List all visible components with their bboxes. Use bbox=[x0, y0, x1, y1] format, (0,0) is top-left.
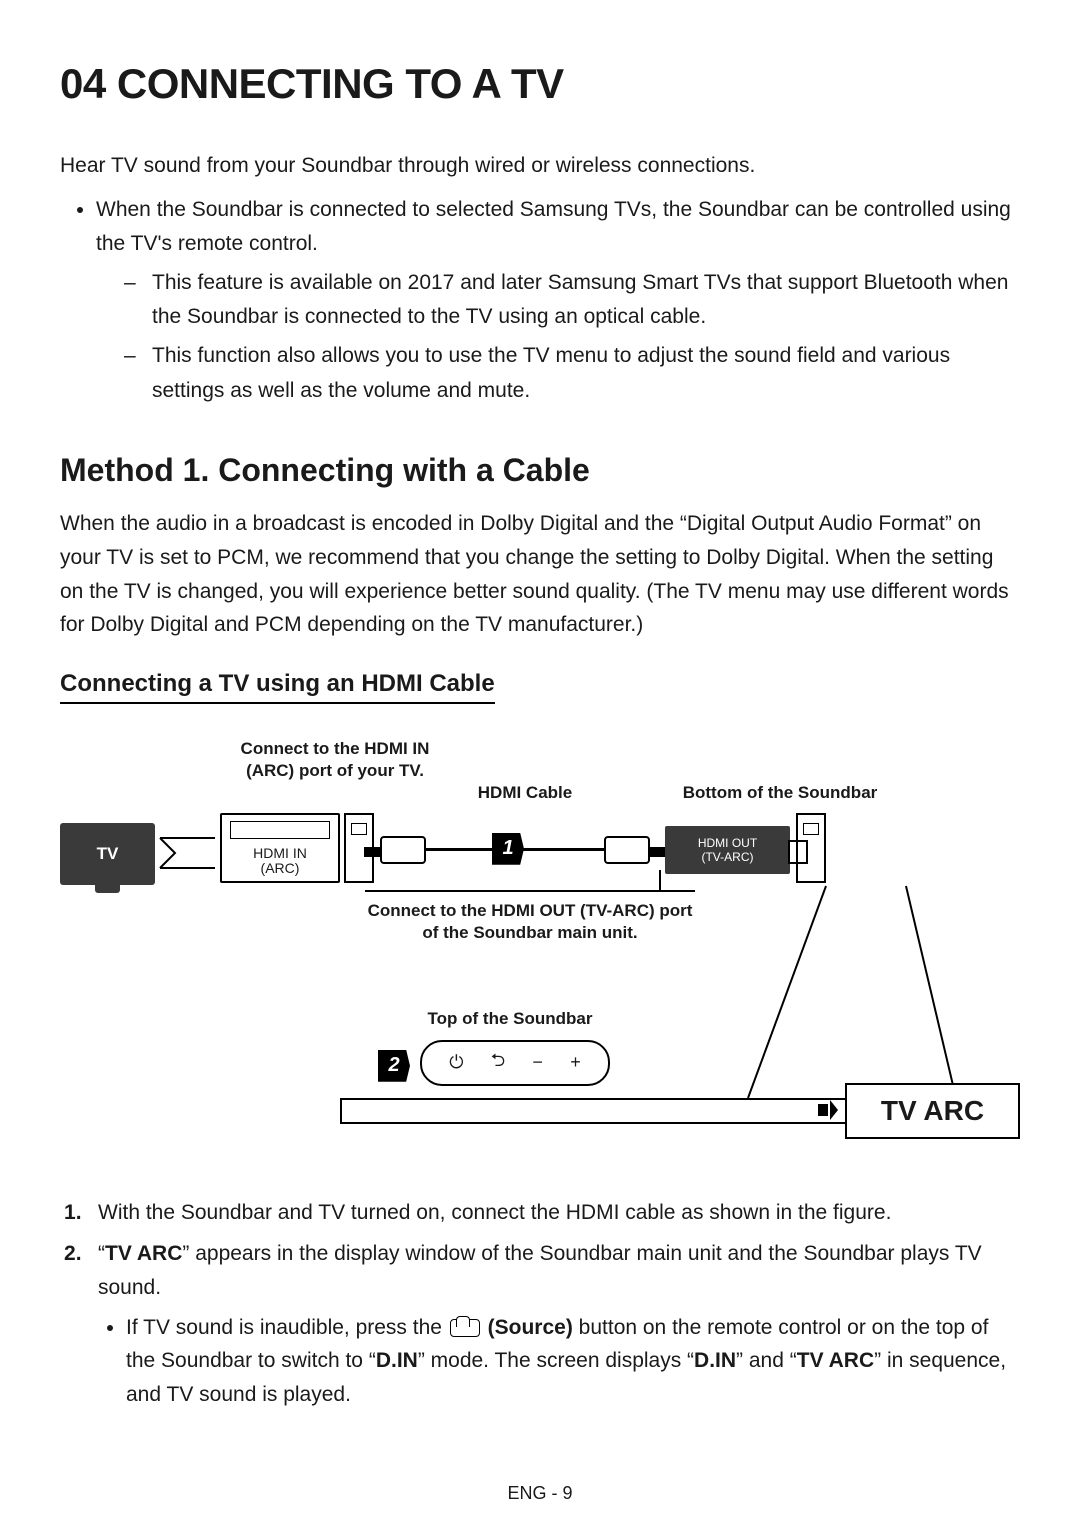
plus-icon: + bbox=[570, 1052, 581, 1073]
connection-diagram: Connect to the HDMI IN (ARC) port of you… bbox=[60, 738, 1020, 1168]
feature-item: When the Soundbar is connected to select… bbox=[96, 193, 1020, 409]
tv-arc-display: TV ARC bbox=[845, 1083, 1020, 1139]
step-badge-2: 2 bbox=[378, 1050, 410, 1082]
feature-text: When the Soundbar is connected to select… bbox=[96, 198, 1011, 256]
page-title: 04 CONNECTING TO A TV bbox=[60, 60, 1020, 108]
minus-icon: − bbox=[532, 1052, 543, 1073]
subfeature-item: This function also allows you to use the… bbox=[124, 339, 1020, 408]
hdmi-in-label: HDMI IN (ARC) bbox=[222, 846, 338, 877]
feature-list: When the Soundbar is connected to select… bbox=[60, 193, 1020, 409]
method-paragraph: When the audio in a broadcast is encoded… bbox=[60, 507, 1020, 641]
label-bottom-soundbar: Bottom of the Soundbar bbox=[670, 782, 890, 804]
power-icon: ⏻ bbox=[449, 1052, 463, 1073]
step-item: “TV ARC” appears in the display window o… bbox=[98, 1237, 1020, 1411]
step2-sub: If TV sound is inaudible, press the (Sou… bbox=[126, 1311, 1020, 1412]
sub-heading: Connecting a TV using an HDMI Cable bbox=[60, 670, 495, 704]
label-top-soundbar: Top of the Soundbar bbox=[420, 1008, 600, 1030]
instruction-steps: With the Soundbar and TV turned on, conn… bbox=[60, 1196, 1020, 1412]
page-footer: ENG - 9 bbox=[0, 1483, 1080, 1504]
label-connect-hdmi-out: Connect to the HDMI OUT (TV-ARC) port of… bbox=[365, 890, 695, 944]
intro-text: Hear TV sound from your Soundbar through… bbox=[60, 150, 1020, 183]
method-heading: Method 1. Connecting with a Cable bbox=[60, 452, 1020, 489]
side-port-out bbox=[796, 813, 826, 883]
hdmi-out-label: HDMI OUT (TV-ARC) bbox=[698, 836, 757, 864]
step-item: With the Soundbar and TV turned on, conn… bbox=[98, 1196, 1020, 1230]
step2-text: “TV ARC” appears in the display window o… bbox=[98, 1242, 982, 1299]
label-connect-hdmi-in: Connect to the HDMI IN (ARC) port of you… bbox=[220, 738, 450, 782]
step-badge-1: 1 bbox=[492, 833, 524, 865]
source-icon: ⮌ bbox=[491, 1048, 505, 1078]
subfeature-item: This feature is available on 2017 and la… bbox=[124, 266, 1020, 335]
soundbar-top-panel: ⏻ ⮌ − + bbox=[420, 1040, 610, 1086]
hdmi-out-port: HDMI OUT (TV-ARC) bbox=[665, 826, 790, 874]
hdmi-in-port: HDMI IN (ARC) bbox=[220, 813, 340, 883]
source-button-icon bbox=[450, 1319, 480, 1337]
tv-icon: TV bbox=[60, 823, 155, 885]
label-hdmi-cable: HDMI Cable bbox=[465, 782, 585, 804]
